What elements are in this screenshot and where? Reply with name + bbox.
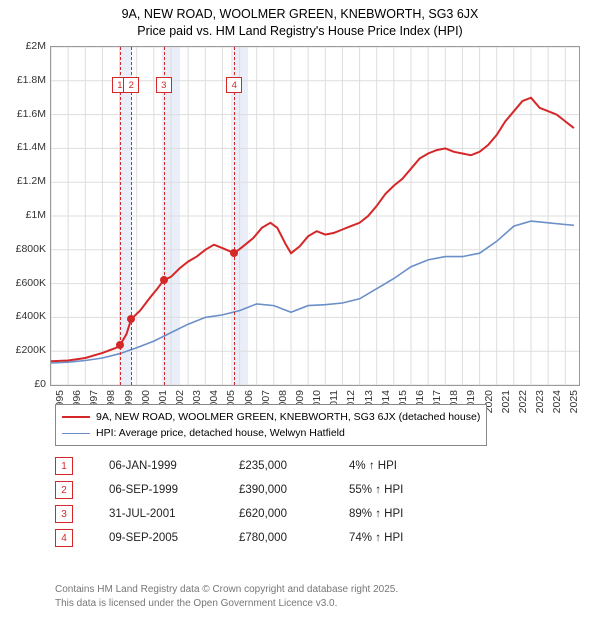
sale-marker [127,315,135,323]
y-axis-label: £800K [16,243,46,255]
legend-label-hpi: HPI: Average price, detached house, Welw… [96,427,345,439]
legend: 9A, NEW ROAD, WOOLMER GREEN, KNEBWORTH, … [55,404,487,446]
tx-delta: 74% ↑ HPI [349,532,459,544]
transaction-table: 1 06-JAN-1999£235,0004% ↑ HPI 2 06-SEP-1999… [55,454,459,550]
footer: Contains HM Land Registry data © Crown c… [55,583,398,610]
y-axis-label: £600K [16,277,46,289]
legend-swatch-property [62,416,90,418]
page: 9A, NEW ROAD, WOOLMER GREEN, KNEBWORTH, … [0,0,600,620]
tx-number-box: 3 [55,505,73,523]
legend-item-property: 9A, NEW ROAD, WOOLMER GREEN, KNEBWORTH, … [62,409,480,425]
series-hpi [51,221,574,363]
y-axis-label: £1.8M [17,74,46,86]
y-axis-label: £0 [34,378,46,390]
legend-label-property: 9A, NEW ROAD, WOOLMER GREEN, KNEBWORTH, … [96,411,480,423]
chart: 1234 £0£200K£400K£600K£800K£1M£1.2M£1.4M… [50,46,580,386]
marker-number-box: 2 [123,77,139,93]
marker-number-box: 3 [156,77,172,93]
sale-marker [116,341,124,349]
tx-price: £780,000 [239,532,349,544]
tx-delta: 55% ↑ HPI [349,484,459,496]
tx-price: £620,000 [239,508,349,520]
sale-marker [160,276,168,284]
table-row: 2 06-SEP-1999£390,00055% ↑ HPI [55,478,459,502]
x-axis-label: 2025 [568,390,580,420]
tx-number-box: 2 [55,481,73,499]
title-line-1: 9A, NEW ROAD, WOOLMER GREEN, KNEBWORTH, … [0,6,600,23]
tx-date: 06-JAN-1999 [109,460,239,472]
legend-swatch-hpi [62,433,90,434]
x-axis-label: 2022 [517,390,529,420]
footer-line-1: Contains HM Land Registry data © Crown c… [55,583,398,597]
sale-marker [230,249,238,257]
y-axis-label: £1M [26,209,46,221]
y-axis-label: £1.2M [17,175,46,187]
x-axis-label: 2023 [534,390,546,420]
tx-number-box: 4 [55,529,73,547]
x-axis-label: 2024 [551,390,563,420]
marker-line [131,47,132,385]
y-axis-label: £1.4M [17,141,46,153]
tx-date: 06-SEP-1999 [109,484,239,496]
title-line-2: Price paid vs. HM Land Registry's House … [0,23,600,40]
y-axis-label: £1.6M [17,108,46,120]
plot-svg [51,47,579,385]
y-axis-label: £400K [16,310,46,322]
marker-line [234,47,235,385]
marker-number-box: 4 [226,77,242,93]
table-row: 4 09-SEP-2005£780,00074% ↑ HPI [55,526,459,550]
marker-line [164,47,165,385]
legend-item-hpi: HPI: Average price, detached house, Welw… [62,425,480,441]
tx-delta: 89% ↑ HPI [349,508,459,520]
table-row: 1 06-JAN-1999£235,0004% ↑ HPI [55,454,459,478]
tx-price: £390,000 [239,484,349,496]
plot-area: 1234 [50,46,580,386]
chart-title: 9A, NEW ROAD, WOOLMER GREEN, KNEBWORTH, … [0,0,600,40]
table-row: 3 31-JUL-2001£620,00089% ↑ HPI [55,502,459,526]
tx-price: £235,000 [239,460,349,472]
y-axis-label: £2M [26,40,46,52]
y-axis-label: £200K [16,344,46,356]
tx-number-box: 1 [55,457,73,475]
tx-delta: 4% ↑ HPI [349,460,459,472]
tx-date: 09-SEP-2005 [109,532,239,544]
marker-line [120,47,121,385]
footer-line-2: This data is licensed under the Open Gov… [55,597,398,611]
tx-date: 31-JUL-2001 [109,508,239,520]
x-axis-label: 2021 [500,390,512,420]
